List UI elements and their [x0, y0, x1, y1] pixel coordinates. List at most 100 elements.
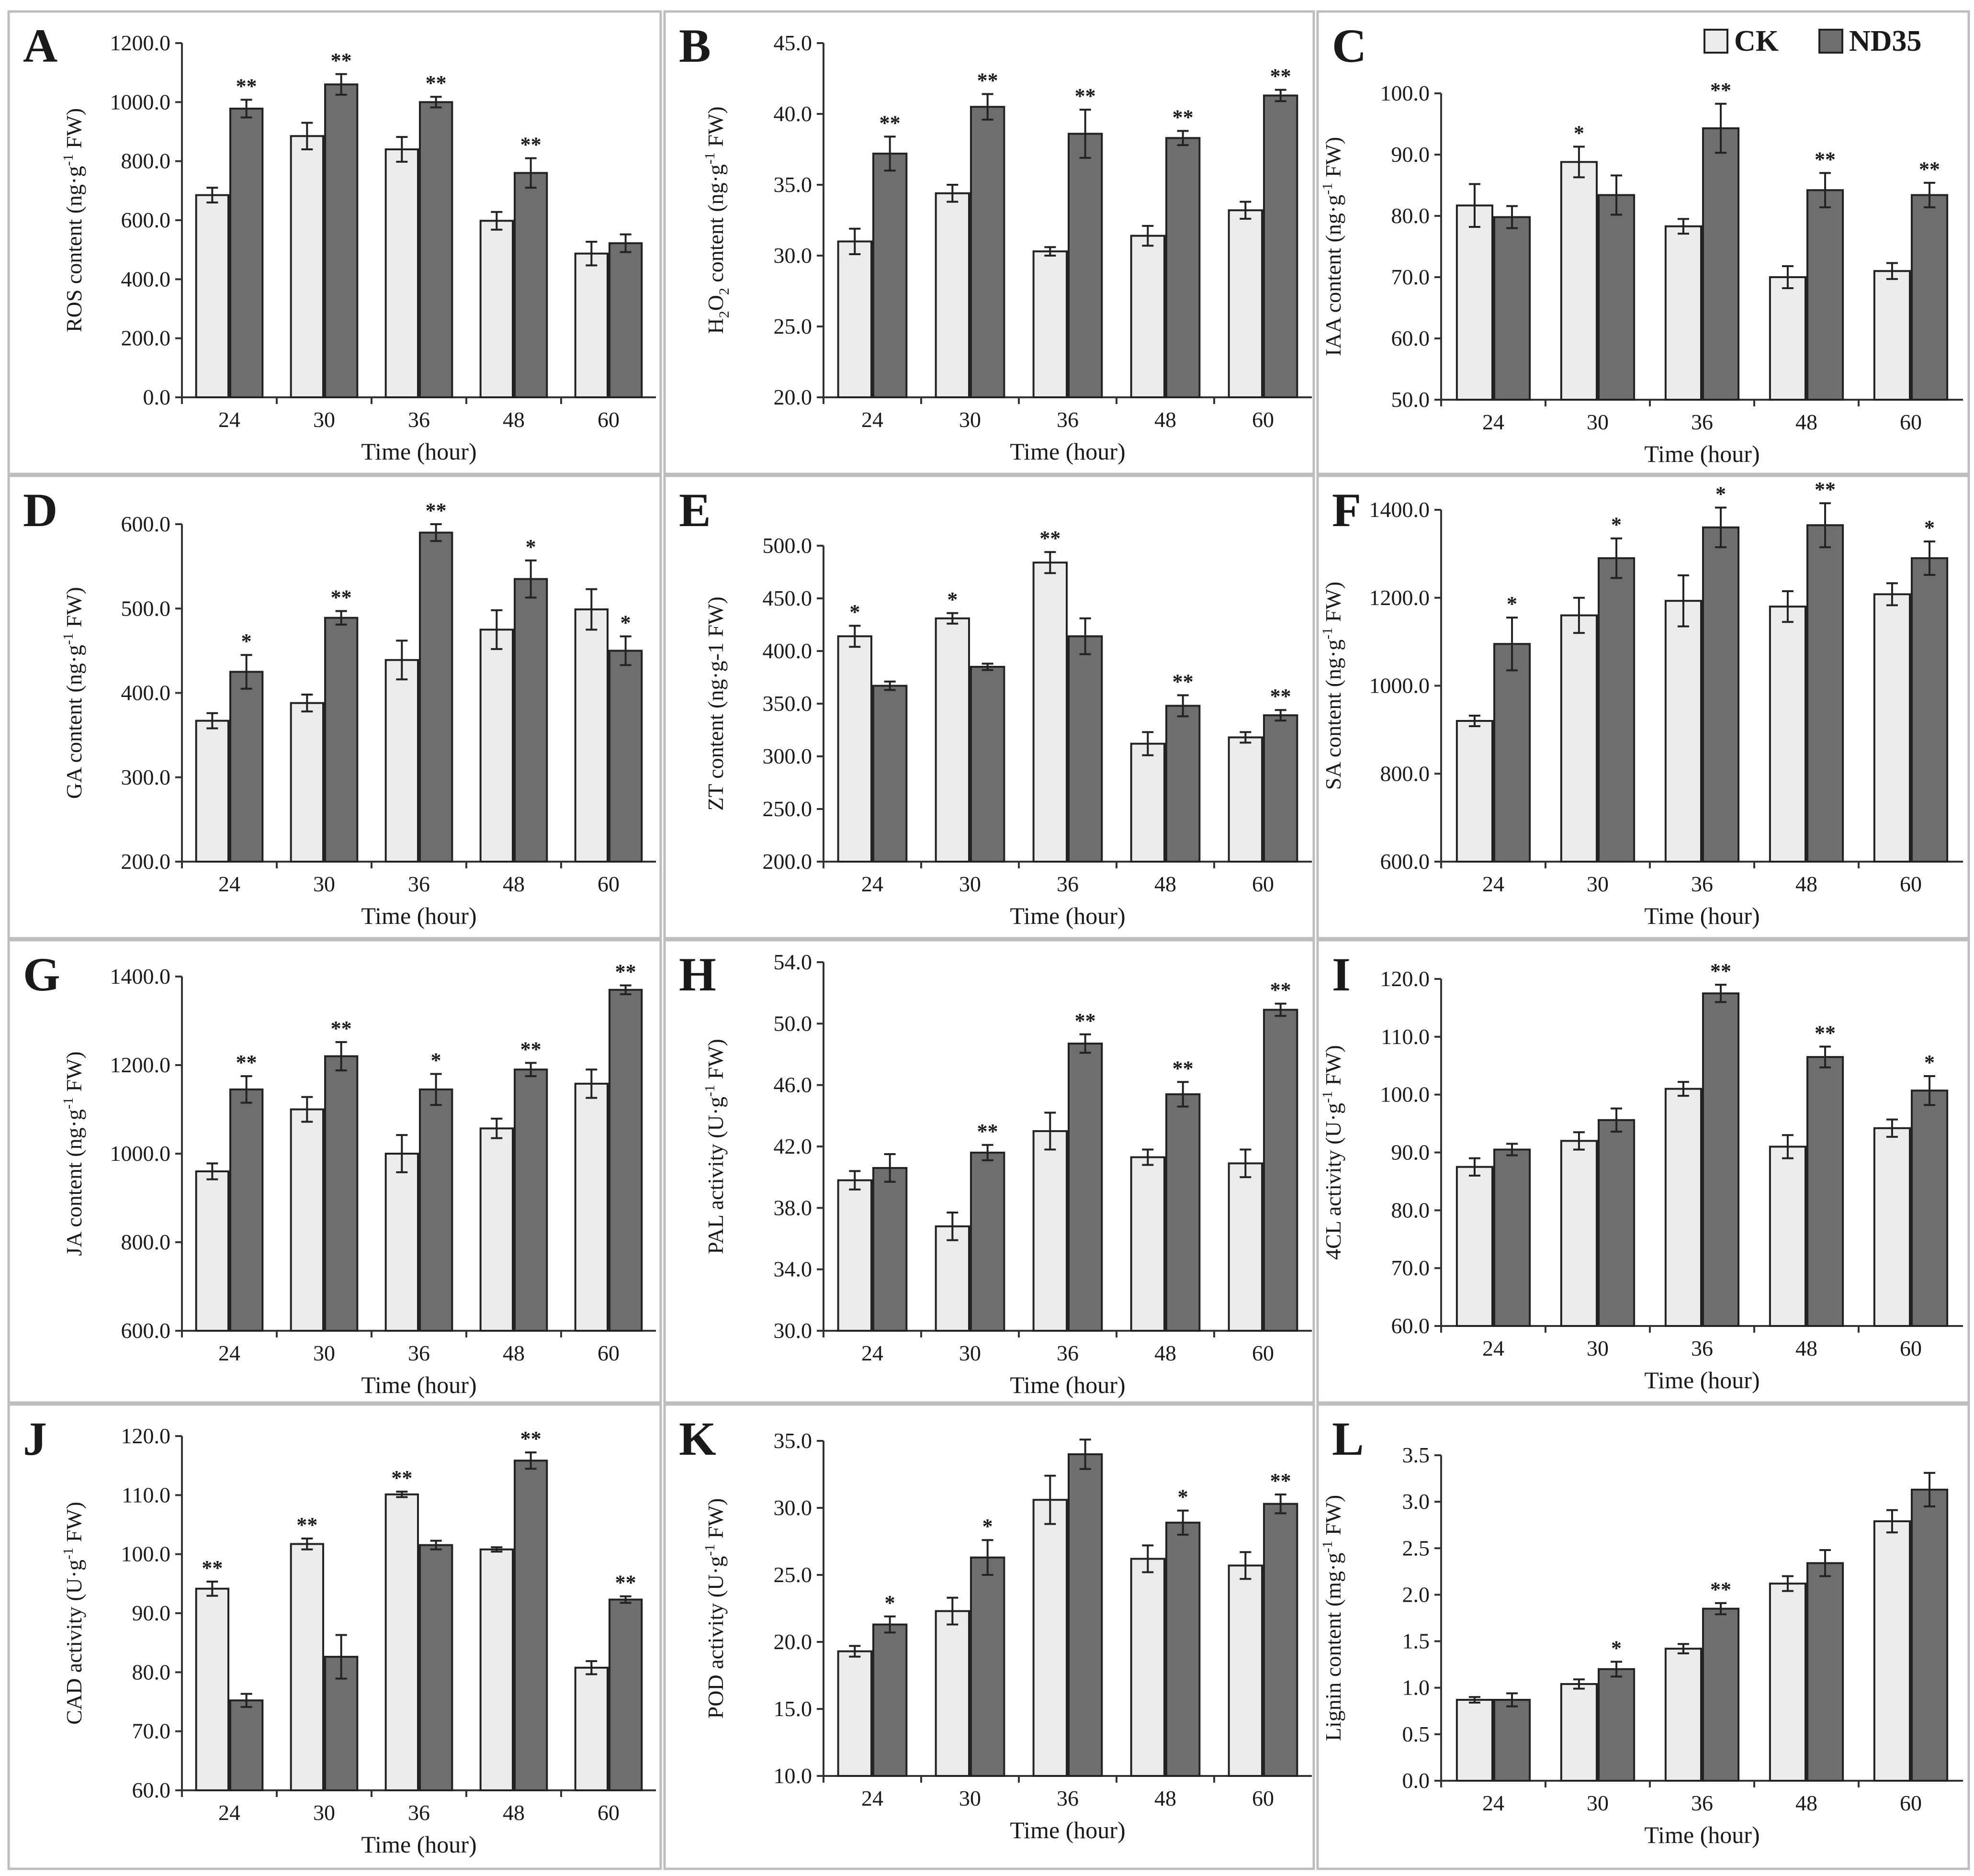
y-tick-label: 34.0: [774, 1257, 812, 1281]
x-tick-label: 48: [1154, 1786, 1176, 1810]
x-tick-label: 60: [1900, 410, 1922, 434]
y-tick-label: 50.0: [1391, 387, 1430, 412]
significance-mark: *: [1924, 1051, 1935, 1074]
significance-mark: *: [947, 588, 958, 611]
panel-letter: B: [679, 19, 711, 72]
x-axis-label: Time (hour): [361, 1831, 476, 1858]
bar-nd35-48: [514, 1460, 548, 1791]
y-tick-label: 1.5: [1402, 1629, 1430, 1653]
bar-nd35-24: [1493, 1148, 1531, 1327]
significance-mark: **: [1173, 1056, 1194, 1080]
significance-mark: **: [236, 1051, 257, 1074]
x-tick-label: 60: [598, 407, 620, 432]
bar-nd35-36: [419, 1544, 453, 1792]
bar-nd35-48: [1165, 1093, 1201, 1332]
x-tick-label: 36: [1057, 407, 1079, 432]
y-tick-label: 2.5: [1402, 1536, 1430, 1560]
y-axis-label: GA content (ng·g-1​ FW): [60, 587, 86, 799]
y-tick-label: 400.0: [763, 639, 812, 663]
x-tick-label: 36: [1691, 1336, 1713, 1360]
bar-nd35-60: [1911, 1488, 1949, 1782]
legend-label: ND35: [1849, 25, 1922, 57]
x-tick-label: 48: [1154, 872, 1176, 896]
x-axis-label: Time (hour): [1010, 438, 1125, 465]
significance-mark: *: [431, 1049, 441, 1072]
significance-mark: **: [977, 1120, 998, 1143]
x-axis-label: Time (hour): [361, 1371, 476, 1398]
bar-nd35-60: [1263, 1009, 1298, 1332]
x-axis-label: Time (hour): [1644, 902, 1760, 929]
bar-nd35-24: [872, 685, 908, 863]
bar-nd35-24: [1493, 643, 1531, 863]
x-tick-label: 36: [408, 872, 430, 896]
x-tick-label: 24: [218, 407, 240, 432]
bar-ck-36: [384, 148, 419, 398]
y-tick-label: 600.0: [121, 1318, 171, 1343]
significance-mark: **: [520, 1037, 541, 1061]
panel-frame: [7, 10, 662, 475]
x-tick-label: 36: [1691, 1791, 1713, 1815]
bar-nd35-24: [229, 107, 264, 398]
significance-mark: *: [241, 629, 252, 653]
significance-mark: **: [1270, 65, 1291, 88]
bar-ck-30: [935, 192, 970, 398]
bar-ck-60: [574, 1082, 609, 1332]
panel-D: D 200.0 300.0 400.0 500.0 600.0 GA content (ng…: [7, 474, 662, 940]
panel-letter: G: [23, 948, 60, 1001]
bar-ck-36: [1664, 225, 1702, 401]
y-tick-label: 35.0: [774, 172, 812, 197]
y-axis-label: POD activity (U·g-1​ FW): [702, 1498, 728, 1719]
x-tick-label: 60: [1252, 1786, 1274, 1810]
x-tick-label: 60: [598, 1341, 620, 1365]
x-tick-label: 36: [1057, 872, 1079, 896]
bar-ck-30: [935, 1225, 970, 1332]
y-tick-label: 60.0: [1391, 326, 1430, 350]
significance-mark: *: [1611, 513, 1622, 537]
bar-nd35-48: [1806, 189, 1844, 401]
x-tick-label: 60: [598, 872, 620, 896]
significance-mark: **: [1270, 685, 1291, 708]
significance-mark: *: [1611, 1636, 1622, 1660]
x-axis-label: Time (hour): [1010, 1371, 1125, 1398]
x-tick-label: 30: [313, 872, 335, 896]
bar-ck-30: [290, 135, 324, 398]
x-tick-label: 24: [218, 1341, 240, 1365]
y-axis-label: Lignin content (mg·g-1​ FW): [1320, 1495, 1345, 1741]
significance-mark: **: [1075, 1009, 1096, 1033]
bar-ck-48: [479, 1127, 514, 1332]
significance-mark: **: [331, 49, 352, 72]
significance-mark: **: [1075, 84, 1096, 108]
bar-nd35-24: [229, 1699, 264, 1791]
y-tick-label: 500.0: [763, 533, 812, 558]
bar-nd35-24: [872, 1623, 908, 1777]
x-tick-label: 60: [1900, 872, 1922, 896]
bar-nd35-60: [609, 989, 643, 1332]
x-tick-label: 36: [1057, 1341, 1079, 1365]
bar-nd35-30: [970, 1151, 1005, 1332]
bar-ck-48: [1130, 1156, 1165, 1332]
y-tick-label: 80.0: [1391, 1198, 1430, 1222]
significance-mark: **: [1815, 147, 1836, 171]
y-tick-label: 300.0: [121, 765, 171, 789]
bar-ck-36: [384, 659, 419, 863]
x-tick-label: 60: [1252, 1341, 1274, 1365]
bar-nd35-36: [419, 531, 453, 863]
x-tick-label: 60: [1900, 1336, 1922, 1360]
x-tick-label: 36: [408, 1341, 430, 1365]
y-tick-label: 40.0: [774, 101, 812, 126]
bar-ck-30: [290, 702, 324, 863]
bar-nd35-30: [970, 106, 1005, 398]
y-axis-label: JA content (ng·g-1​ FW): [60, 1051, 86, 1256]
bar-ck-24: [837, 1650, 873, 1777]
significance-mark: **: [977, 69, 998, 92]
bar-ck-30: [290, 1108, 324, 1332]
y-tick-label: 90.0: [132, 1601, 171, 1625]
x-tick-label: 30: [959, 1341, 981, 1365]
bar-nd35-36: [1702, 526, 1740, 863]
significance-mark: **: [1710, 79, 1731, 102]
significance-mark: **: [202, 1556, 223, 1580]
y-tick-label: 90.0: [1391, 1140, 1430, 1165]
significance-mark: **: [880, 111, 901, 135]
x-tick-label: 48: [1795, 1336, 1817, 1360]
bar-nd35-30: [1598, 1119, 1636, 1327]
